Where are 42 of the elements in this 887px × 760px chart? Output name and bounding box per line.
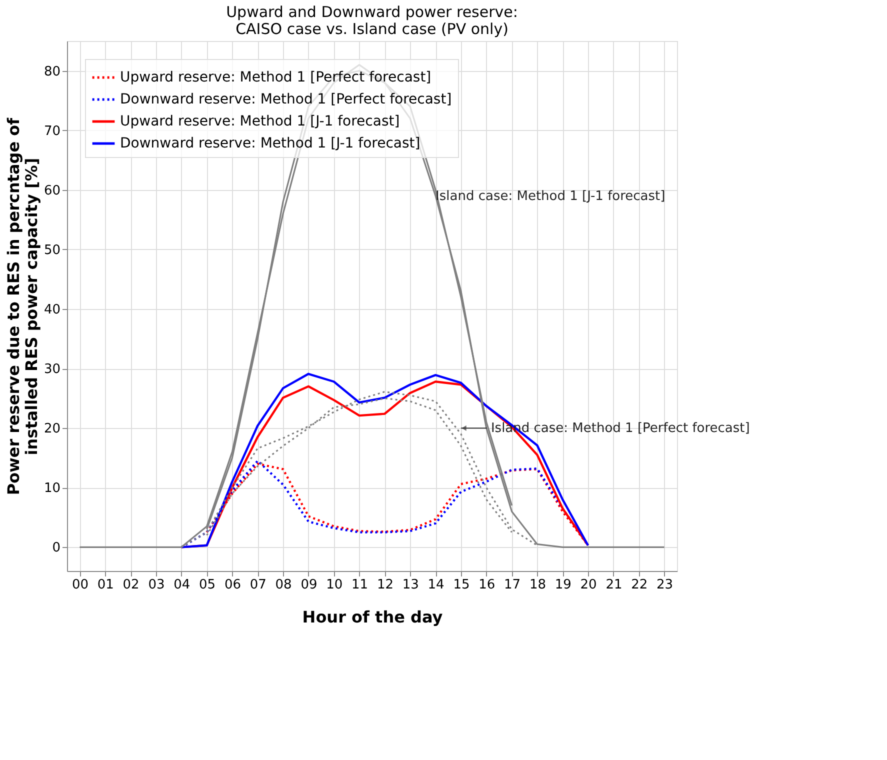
legend-label: Upward reserve: Method 1 [J-1 forecast] [120,114,400,130]
x-tick-label: 21 [606,578,622,592]
x-tick-label: 00 [72,578,88,592]
text: installed RES power capacity [%] [22,158,41,456]
x-tick-label: 10 [326,578,343,592]
x-tick-label: 03 [148,578,165,592]
legend-label: Downward reserve: Method 1 [J-1 forecast] [120,136,420,152]
x-tick-label: 01 [97,578,114,592]
x-tick-label: 11 [352,578,368,592]
x-tick-label: 14 [428,578,444,592]
y-tick-label: 80 [44,64,60,80]
y-tick-label: 70 [44,124,60,139]
text: Upward and Downward power reserve: [226,3,518,21]
y-tick-label: 0 [52,540,60,556]
x-tick-label: 18 [529,578,546,592]
x-tick-label: 13 [402,578,419,592]
y-tick-label: 30 [44,362,60,378]
legend-label: Downward reserve: Method 1 [Perfect forecast] [120,92,452,108]
text: CAISO case vs. Island case (PV only) [236,20,508,38]
y-tick-label: 60 [44,183,60,198]
x-tick-label: 16 [478,578,496,592]
x-tick-label: 22 [631,578,648,592]
y-tick-label: 40 [44,302,60,318]
x-tick-label: 08 [275,578,292,592]
x-tick-label: 20 [580,578,597,592]
x-tick-label: 06 [224,578,241,592]
text: Power reserve due to RES in percntage of [4,118,23,496]
y-tick-label: 50 [44,242,60,258]
legend-label: Upward reserve: Method 1 [Perfect forecast] [120,70,432,86]
x-tick-label: 23 [656,578,674,592]
y-tick-label: 20 [44,422,60,437]
x-axis-title: Hour of the day [302,608,444,626]
x-tick-label: 04 [174,578,190,592]
x-tick-label: 09 [300,578,318,592]
y-tick-label: 10 [44,481,60,496]
x-tick-label: 05 [199,578,216,592]
x-tick-label: 17 [504,578,521,592]
x-tick-label: 19 [554,578,572,592]
x-tick-label: 07 [250,578,266,592]
x-tick-label: 15 [453,578,470,592]
x-tick-label: 02 [122,578,140,592]
x-tick-label: 12 [376,578,394,592]
